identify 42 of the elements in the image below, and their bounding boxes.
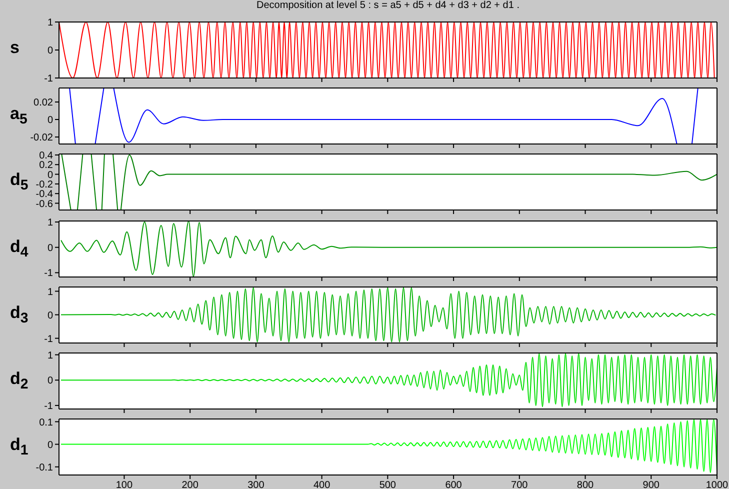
x-tick-label: 200: [182, 480, 199, 489]
y-tick-label: -0.1: [36, 462, 54, 474]
y-tick-label: -0.2: [36, 180, 54, 191]
y-tick-label: -0.4: [36, 190, 54, 201]
y-tick-label: 1: [47, 350, 54, 362]
y-tick-label: 0.4: [39, 150, 54, 162]
y-axis-title: a$_{5}$: [10, 104, 28, 128]
y-tick-label: 1: [47, 286, 54, 298]
y-tick-label: 0: [47, 242, 54, 254]
x-tick-label: 1000: [706, 480, 729, 489]
y-tick-label: -1: [44, 74, 54, 85]
y-tick-label: 1: [47, 18, 54, 29]
y-tick-label: -1: [44, 334, 54, 345]
y-tick-label: 0: [47, 310, 54, 322]
y-axis-title: d$_{1}$: [10, 435, 28, 459]
y-tick-label: 1: [47, 217, 54, 228]
chart-title: Decomposition at level 5 : s = a5 + d5 + d4 + d3 + d2 + d1 .: [256, 0, 520, 11]
y-axis-title: s: [10, 38, 20, 58]
y-tick-label: -0.6: [36, 199, 54, 210]
y-tick-label: 0.02: [34, 98, 54, 109]
y-tick-label: 0: [47, 46, 54, 57]
x-tick-label: 600: [445, 480, 462, 489]
x-tick-label: 400: [313, 480, 331, 489]
x-tick-label: 300: [248, 480, 265, 489]
y-axis-title: d$_{5}$: [10, 170, 28, 194]
y-axis-title: d$_{3}$: [10, 302, 28, 326]
y-tick-label: 0.2: [39, 160, 54, 172]
x-tick-label: 100: [116, 480, 133, 489]
y-axis-title: d$_{2}$: [10, 369, 28, 392]
x-tick-label: 500: [379, 480, 396, 489]
y-tick-label: 0: [47, 170, 54, 182]
y-tick-label: -0.02: [30, 132, 54, 144]
y-tick-label: 0: [47, 376, 54, 387]
y-tick-label: 0: [47, 115, 54, 126]
y-tick-label: -1: [44, 401, 54, 412]
x-tick-label: 900: [642, 480, 660, 489]
x-tick-label: 700: [511, 480, 528, 489]
y-tick-label: 0.1: [39, 417, 54, 428]
y-tick-label: 0: [47, 440, 54, 452]
x-tick-label: 800: [576, 480, 594, 489]
y-axis-title: d$_{4}$: [10, 236, 28, 260]
y-tick-label: -1: [44, 268, 54, 279]
